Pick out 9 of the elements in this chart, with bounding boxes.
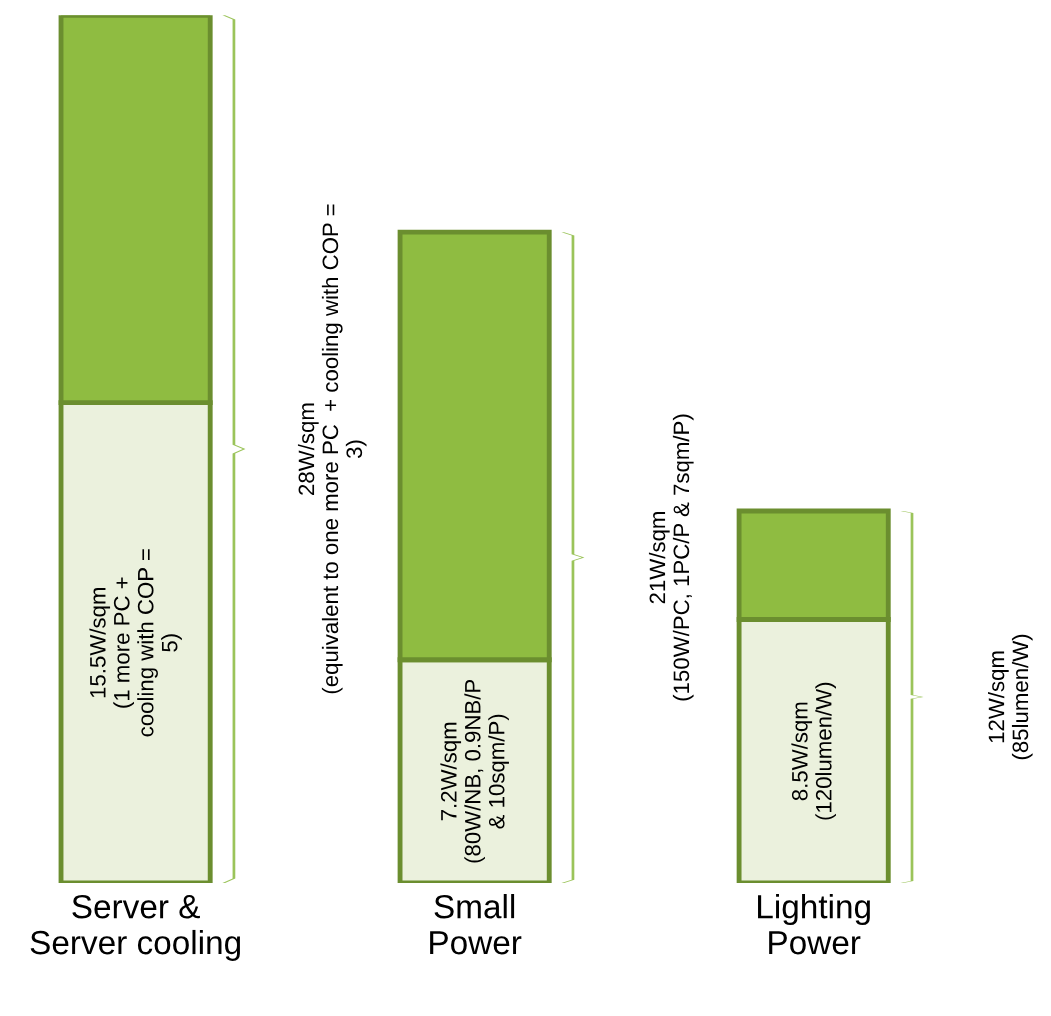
data-label: 8.5W/sqm (120lumen/W): [791, 682, 836, 820]
x-tick-label: Lighting Power: [758, 894, 870, 955]
text: 12W/sqm (85lumen/W): [987, 634, 1033, 760]
x-tick-label: Small Power: [430, 894, 522, 955]
data-label: 7.2W/sqm (80W/NB, 0.9NB/P & 10sqm/P): [440, 679, 509, 863]
annotation: 21W/sqm (150W/PC, 1PC/P & 7sqm/P): [648, 414, 694, 701]
annotation: 28W/sqm (equivalent to one more PC + cooling with COP = 3): [297, 204, 367, 694]
x-tick-label: Server & Server cooling: [30, 894, 241, 961]
data-label: 15.5W/sqm (1 more PC + cooling with COP = 5): [89, 549, 182, 737]
